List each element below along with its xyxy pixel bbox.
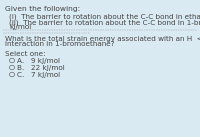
- Text: C.   7 kJ/mol: C. 7 kJ/mol: [17, 72, 60, 78]
- Text: Given the following:: Given the following:: [5, 6, 80, 12]
- Text: A.   9 kJ/mol: A. 9 kJ/mol: [17, 58, 60, 64]
- Text: kJ/mol: kJ/mol: [9, 25, 31, 31]
- Text: B.   22 kJ/mol: B. 22 kJ/mol: [17, 65, 65, 71]
- Text: What is the total strain energy associated with an H  <-----> Br eclipsing: What is the total strain energy associat…: [5, 36, 200, 42]
- Text: (ii)  The barrier to rotation about the C-C bond in 1-bromoethane is 15: (ii) The barrier to rotation about the C…: [9, 19, 200, 25]
- Text: interaction in 1-bromoethane?: interaction in 1-bromoethane?: [5, 42, 115, 48]
- Text: (i)  The barrier to rotation about the C-C bond in ethane is 12 kJ/mol: (i) The barrier to rotation about the C-…: [9, 13, 200, 19]
- Text: Select one:: Select one:: [5, 51, 46, 57]
